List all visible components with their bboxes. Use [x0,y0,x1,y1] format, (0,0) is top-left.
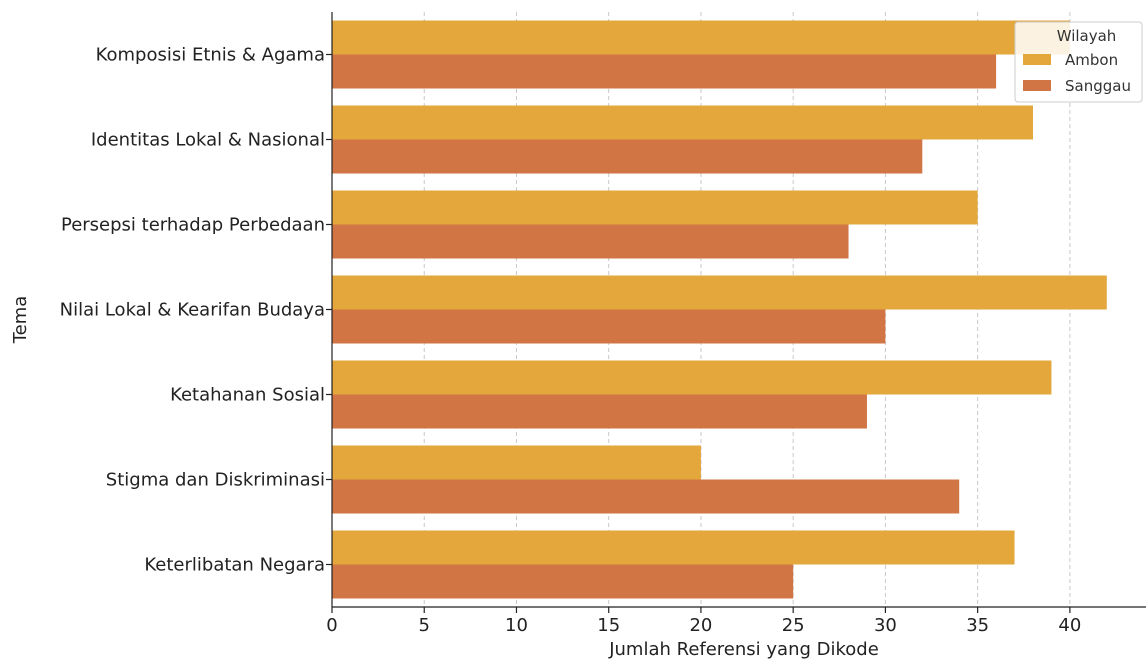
x-tick-label: 30 [874,615,897,636]
bar-ambon [332,530,1015,565]
x-tick-label: 10 [505,615,528,636]
bar-sanggau [332,394,867,429]
bar-ambon [332,360,1052,395]
legend-items: Ambon Sanggau [1023,51,1131,95]
bar-sanggau [332,309,886,344]
y-category-label: Keterlibatan Negara [144,555,325,576]
bars [332,20,1107,599]
y-category-label: Stigma dan Diskriminasi [106,470,325,491]
y-category-label: Identitas Lokal & Nasional [91,130,325,151]
x-ticks: 0 5 10 15 20 25 30 35 40 [326,607,1081,636]
bar-ambon [332,190,978,225]
bar-ambon [332,20,1070,55]
bar-ambon [332,445,701,480]
bar-sanggau [332,224,849,259]
x-tick-label: 35 [966,615,989,636]
x-tick-label: 15 [597,615,620,636]
x-tick-label: 0 [326,615,337,636]
y-category-label: Ketahanan Sosial [170,385,325,406]
x-tick-label: 40 [1058,615,1081,636]
y-category-label: Nilai Lokal & Kearifan Budaya [60,300,325,321]
x-tick-label: 5 [419,615,430,636]
x-axis-label: Jumlah Referensi yang Dikode [608,639,879,659]
legend-swatch-sanggau [1023,80,1051,91]
legend-swatch-ambon [1023,54,1051,65]
bar-sanggau [332,479,960,514]
legend: Wilayah Ambon Sanggau [1014,21,1143,103]
bar-ambon [332,275,1107,310]
bar-ambon [332,105,1033,140]
y-category-label: Persepsi terhadap Perbedaan [61,215,325,236]
legend-label-ambon: Ambon [1065,51,1118,69]
x-tick-label: 25 [782,615,805,636]
bar-sanggau [332,54,997,89]
legend-label-sanggau: Sanggau [1065,77,1131,95]
y-category-label: Komposisi Etnis & Agama [96,45,325,66]
bar-sanggau [332,139,923,174]
legend-title: Wilayah [1057,27,1117,45]
bar-sanggau [332,564,794,599]
x-tick-label: 20 [689,615,712,636]
y-axis-label: Tema [10,296,31,345]
y-category-labels: Komposisi Etnis & Agama Identitas Lokal &… [60,45,332,576]
